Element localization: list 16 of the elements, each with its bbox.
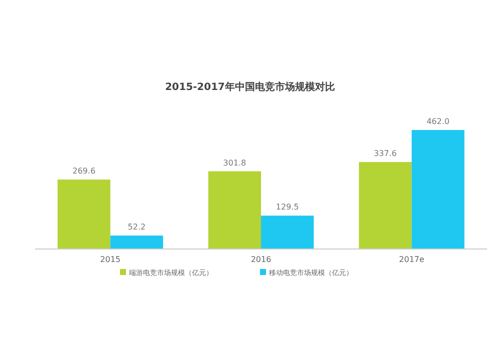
data-label: 462.0	[426, 117, 450, 126]
chart-title: 2015-2017年中国电竞市场规模对比	[165, 81, 335, 93]
data-label: 129.5	[276, 202, 299, 212]
x-tick-label: 2016	[250, 255, 272, 264]
bar	[110, 236, 164, 249]
bar	[412, 130, 464, 249]
bar	[261, 216, 314, 249]
data-label: 337.6	[374, 149, 397, 158]
x-tick-label: 2017e	[399, 255, 424, 264]
x-tick-label: 2015	[100, 255, 121, 264]
data-label: 52.2	[128, 222, 146, 232]
bar	[58, 180, 110, 249]
bar	[208, 171, 261, 249]
data-label: 301.8	[223, 158, 246, 168]
bar	[358, 162, 412, 249]
data-label: 269.6	[72, 166, 96, 176]
